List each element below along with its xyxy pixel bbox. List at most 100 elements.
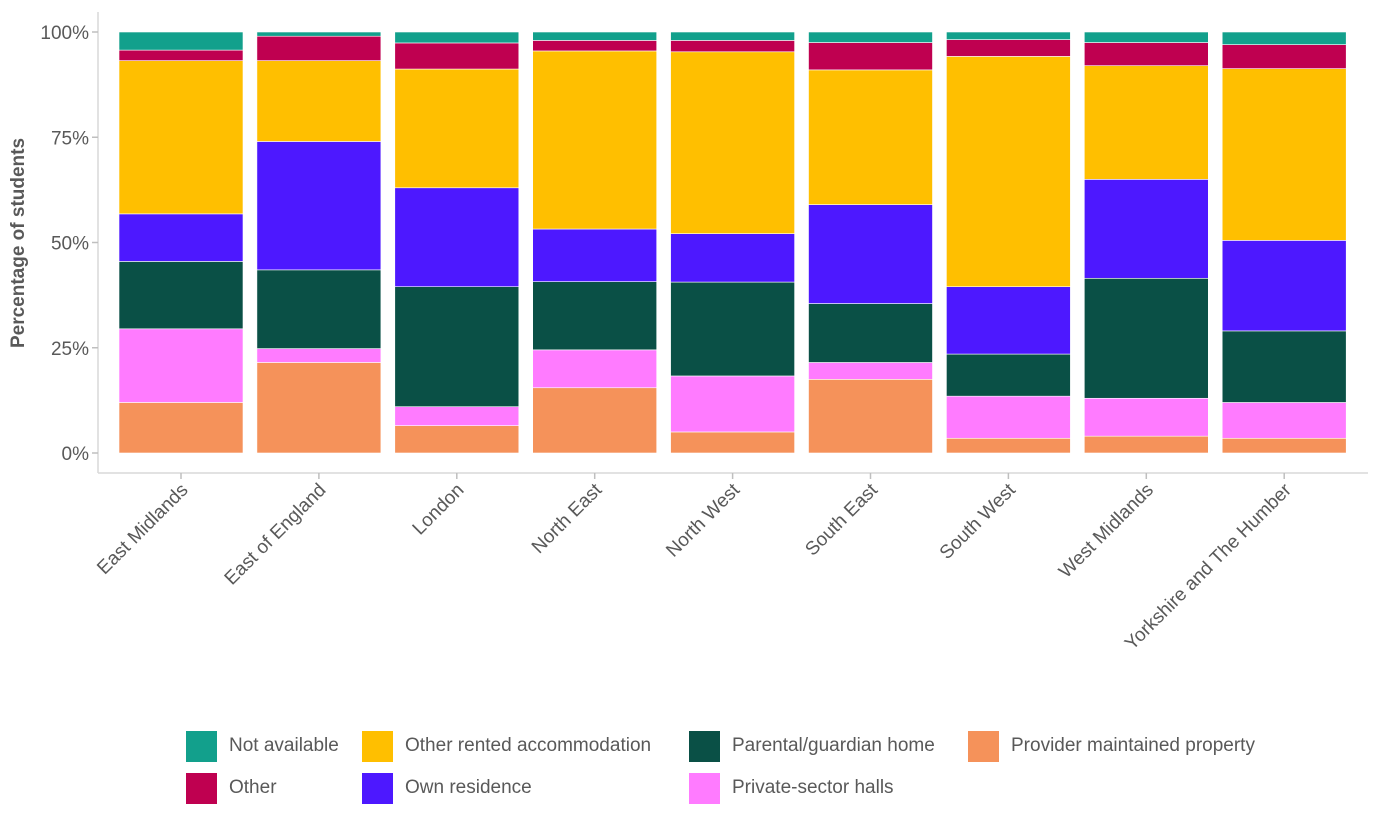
bar-segment-west-midlands-own-residence [1084,179,1208,278]
legend-item-provider-maintained-property: Provider maintained property [968,730,1255,762]
x-tick-label: London [409,480,469,540]
bar-segment-south-west-private-sector-halls [946,396,1070,438]
bar-segment-south-west-not-available [946,32,1070,40]
bar-segment-south-east-provider-maintained-property [809,379,933,453]
bar-segment-east-of-england-other-rented-accommodation [257,61,381,142]
bar-segment-south-east-not-available [809,32,933,43]
bar-segment-east-midlands-own-residence [119,214,243,262]
bar-east-midlands [119,32,243,453]
legend-item-private-sector-halls: Private-sector halls [689,772,894,804]
chart-container: 0% 25% 50% 75% 100% East Midlands East of Eng… [0,0,1379,827]
legend-swatch [968,731,999,762]
bar-segment-yorkshire-and-the-humber-not-available [1222,32,1346,45]
bar-segment-south-west-provider-maintained-property [946,438,1070,453]
x-tick-label: West Midlands [1055,480,1158,583]
bar-segment-north-west-parental-guardian-home [671,282,795,376]
bar-segment-london-other [395,43,519,69]
bar-segment-north-west-other-rented-accommodation [671,52,795,234]
bar-segment-south-west-other [946,40,1070,57]
bar-segment-north-east-private-sector-halls [533,350,657,388]
bar-segment-east-midlands-not-available [119,32,243,50]
legend-swatch [689,773,720,804]
bar-segment-west-midlands-provider-maintained-property [1084,436,1208,453]
bar-segment-east-of-england-not-available [257,32,381,36]
bar-segment-south-east-private-sector-halls [809,362,933,379]
legend-label: Other rented accommodation [405,735,651,757]
bar-london [395,32,519,453]
bar-segment-north-west-not-available [671,32,795,40]
bar-segment-yorkshire-and-the-humber-other [1222,45,1346,69]
bar-segment-london-own-residence [395,188,519,287]
legend-item-own-residence: Own residence [362,772,532,804]
bar-segment-south-west-own-residence [946,287,1070,354]
bar-segment-north-east-own-residence [533,229,657,282]
bar-segment-south-east-other [809,43,933,70]
legend-label: Not available [229,735,339,757]
bar-segment-yorkshire-and-the-humber-parental-guardian-home [1222,331,1346,403]
bar-north-east [533,32,657,453]
legend-swatch [186,773,217,804]
stacked-bar-chart: 0% 25% 50% 75% 100% East Midlands East of Eng… [0,0,1379,720]
bar-segment-yorkshire-and-the-humber-private-sector-halls [1222,402,1346,438]
legend-swatch [186,731,217,762]
bar-segment-east-midlands-parental-guardian-home [119,261,243,328]
bar-segment-west-midlands-other-rented-accommodation [1084,66,1208,180]
bar-segment-east-of-england-parental-guardian-home [257,270,381,349]
x-tick-label: East Midlands [93,480,192,579]
legend-item-not-available: Not available [186,730,339,762]
bar-segment-east-midlands-other-rented-accommodation [119,61,243,214]
y-axis: 0% 25% 50% 75% 100% [40,23,98,465]
y-tick-label: 50% [51,234,89,255]
legend-label: Provider maintained property [1011,735,1255,757]
bar-segment-yorkshire-and-the-humber-provider-maintained-property [1222,438,1346,453]
legend-label: Parental/guardian home [732,735,935,757]
legend-label: Private-sector halls [732,777,894,799]
x-tick-label: East of England [221,480,331,590]
bar-west-midlands [1084,32,1208,453]
legend-swatch [362,773,393,804]
bar-segment-east-midlands-other [119,50,243,61]
bar-segment-london-private-sector-halls [395,407,519,426]
bars-group [119,32,1346,453]
x-tick-label: North East [528,479,607,558]
bar-segment-south-east-parental-guardian-home [809,304,933,363]
bar-segment-east-of-england-other [257,36,381,60]
bar-segment-north-west-private-sector-halls [671,376,795,432]
legend-swatch [362,731,393,762]
legend-swatch [689,731,720,762]
bar-south-west [946,32,1070,453]
x-tick-label: North West [662,479,744,561]
y-tick-label: 25% [51,339,89,360]
bar-segment-london-other-rented-accommodation [395,69,519,188]
bar-segment-west-midlands-private-sector-halls [1084,398,1208,436]
y-tick-label: 75% [51,128,89,149]
bar-segment-north-east-not-available [533,32,657,40]
y-tick-label: 100% [40,23,89,44]
bar-segment-north-east-parental-guardian-home [533,282,657,350]
bar-segment-north-east-other [533,40,657,51]
x-tick-label: Yorkshire and The Humber [1121,479,1296,654]
bar-segment-london-parental-guardian-home [395,287,519,407]
bar-segment-west-midlands-not-available [1084,32,1208,43]
legend-label: Own residence [405,777,532,799]
legend-label: Other [229,777,277,799]
bar-segment-london-provider-maintained-property [395,426,519,453]
bar-segment-south-west-other-rented-accommodation [946,56,1070,286]
bar-segment-north-west-other [671,40,795,51]
legend-item-other-rented-accommodation: Other rented accommodation [362,730,651,762]
bar-segment-yorkshire-and-the-humber-own-residence [1222,240,1346,331]
bar-segment-yorkshire-and-the-humber-other-rented-accommodation [1222,69,1346,241]
y-tick-label: 0% [62,444,90,465]
bar-segment-north-east-provider-maintained-property [533,388,657,453]
bar-segment-east-of-england-provider-maintained-property [257,362,381,453]
bar-segment-north-east-other-rented-accommodation [533,51,657,229]
bar-yorkshire-and-the-humber [1222,32,1346,453]
bar-south-east [809,32,933,453]
bar-segment-london-not-available [395,32,519,43]
bar-segment-east-of-england-own-residence [257,141,381,269]
bar-segment-east-midlands-private-sector-halls [119,329,243,403]
x-tick-label: South East [801,479,882,560]
bar-segment-west-midlands-other [1084,43,1208,66]
bar-segment-south-east-own-residence [809,205,933,304]
bar-segment-north-west-own-residence [671,234,795,282]
